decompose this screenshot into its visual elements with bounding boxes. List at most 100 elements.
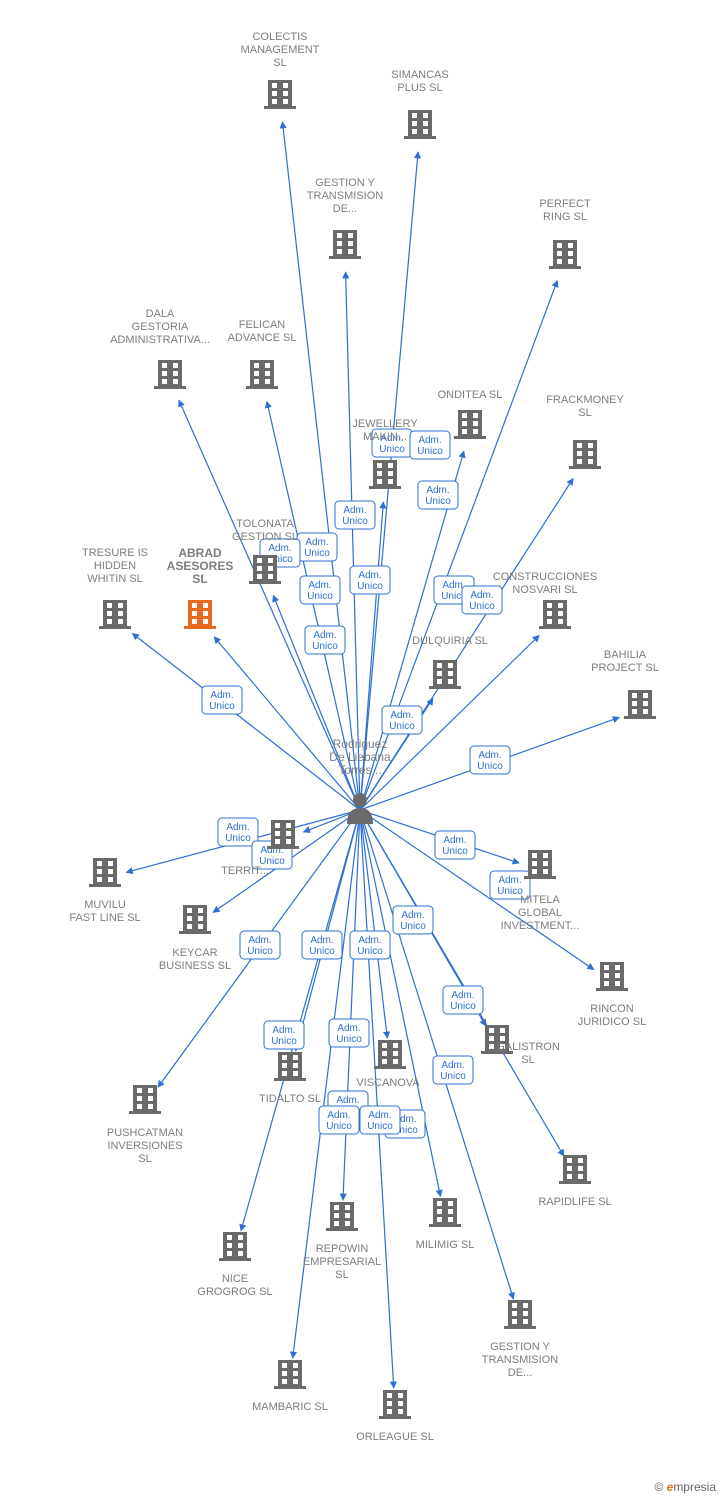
company-construc[interactable] xyxy=(539,600,571,629)
edge-mambaric xyxy=(293,810,360,1358)
company-viscanova[interactable] xyxy=(374,1040,406,1069)
building-icon xyxy=(329,230,361,259)
company-label-gestion1: GESTION YTRANSMISIONDE... xyxy=(307,177,383,215)
company-mitela[interactable] xyxy=(524,850,556,879)
building-icon xyxy=(246,360,278,389)
person-icon xyxy=(347,793,373,824)
company-dulquiria[interactable] xyxy=(429,660,461,689)
building-icon xyxy=(429,660,461,689)
company-bahilia[interactable] xyxy=(624,690,656,719)
company-label-keycar: KEYCARBUSINESS SL xyxy=(159,947,231,972)
company-repowin[interactable] xyxy=(326,1202,358,1231)
building-icon xyxy=(504,1300,536,1329)
edge-label-felican: Adm.Unico xyxy=(307,580,333,602)
edge-label-keycar: Adm.Unico xyxy=(247,935,273,957)
edge-repowin xyxy=(343,810,360,1200)
company-label-tolonata: TOLONATAGESTION SL xyxy=(232,518,298,543)
edge-label-onditea: Adm.Unico xyxy=(425,485,451,507)
company-territ[interactable] xyxy=(267,820,299,849)
company-tidalto[interactable] xyxy=(274,1052,306,1081)
company-milimig[interactable] xyxy=(429,1198,461,1227)
edge-abrad xyxy=(214,637,360,810)
company-label-onditea: ONDITEA SL xyxy=(438,389,503,401)
company-gestion2[interactable] xyxy=(504,1300,536,1329)
company-label-tresure: TRESURE ISHIDDENWHITIN SL xyxy=(82,547,148,585)
building-icon xyxy=(267,820,299,849)
edge-label-jewellery: Adm.Unico xyxy=(357,570,383,592)
company-tresure[interactable] xyxy=(99,600,131,629)
company-label-colectis: COLECTISMANAGEMENTSL xyxy=(241,31,320,69)
company-label-frackmoney: FRACKMONEYSL xyxy=(546,394,624,419)
company-label-milimig: MILIMIG SL xyxy=(416,1239,475,1251)
building-icon xyxy=(596,962,628,991)
company-colectis[interactable] xyxy=(264,80,296,109)
company-rapidlife[interactable] xyxy=(559,1155,591,1184)
edge-label-repowin: Adm.Unico xyxy=(336,1023,362,1045)
edge-label-mitela: Adm.Unico xyxy=(442,835,468,857)
edge-label-galistron: Adm.Unico xyxy=(450,990,476,1012)
company-label-simancas: SIMANCASPLUS SL xyxy=(391,69,448,94)
edge-label-gestion2: Adm.Unico xyxy=(440,1060,466,1082)
building-icon xyxy=(379,1390,411,1419)
building-icon xyxy=(264,80,296,109)
company-label-dala: DALAGESTORIAADMINISTRATIVA... xyxy=(110,308,210,346)
building-icon xyxy=(249,555,281,584)
edge-label-gestion1: Adm.Unico xyxy=(342,505,368,527)
edge-label-muvilu: Adm.Unico xyxy=(225,822,251,844)
company-nice[interactable] xyxy=(219,1232,251,1261)
building-icon xyxy=(184,600,216,629)
company-dala[interactable] xyxy=(154,360,186,389)
building-icon xyxy=(99,600,131,629)
company-label-felican: FELICANADVANCE SL xyxy=(228,319,297,344)
edge-label-viscanova: Adm.Unico xyxy=(357,935,383,957)
company-label-mambaric: MAMBARIC SL xyxy=(252,1401,328,1413)
company-orleague[interactable] xyxy=(379,1390,411,1419)
company-jewellery[interactable] xyxy=(369,460,401,489)
company-gestion1[interactable] xyxy=(329,230,361,259)
company-label-territ: TERRIT... xyxy=(221,865,269,877)
company-label-rapidlife: RAPIDLIFE SL xyxy=(538,1196,611,1208)
building-icon xyxy=(559,1155,591,1184)
company-rincon[interactable] xyxy=(596,962,628,991)
company-label-tidalto: TIDALTO SL xyxy=(259,1093,321,1105)
company-label-bahilia: BAHILIAPROJECT SL xyxy=(591,649,659,674)
building-icon xyxy=(129,1085,161,1114)
edge-gestion1 xyxy=(346,272,360,810)
company-simancas[interactable] xyxy=(404,110,436,139)
edge-label-bahilia: Adm.Unico xyxy=(477,750,503,772)
copyright-symbol: © xyxy=(654,1480,663,1494)
building-icon xyxy=(219,1232,251,1261)
building-icon xyxy=(624,690,656,719)
edge-label-orleague: Adm.Unico xyxy=(367,1110,393,1132)
building-icon xyxy=(454,410,486,439)
edge-label-nice: Adm.Unico xyxy=(309,935,335,957)
building-icon xyxy=(274,1360,306,1389)
company-label-gestion2: GESTION YTRANSMISIONDE... xyxy=(482,1341,558,1379)
company-label-nice: NICEGROGROG SL xyxy=(197,1273,272,1298)
company-label-muvilu: MUVILUFAST LINE SL xyxy=(69,899,140,924)
company-muvilu[interactable] xyxy=(89,858,121,887)
company-abrad[interactable] xyxy=(184,600,216,629)
building-icon xyxy=(374,1040,406,1069)
edge-label-perfect: Adm.Unico xyxy=(417,435,443,457)
building-icon xyxy=(569,440,601,469)
building-icon xyxy=(369,460,401,489)
footer-credit: © empresia xyxy=(654,1480,716,1494)
company-label-dulquiria: DULQUIRIA SL xyxy=(412,635,488,647)
building-icon xyxy=(539,600,571,629)
company-tolonata[interactable] xyxy=(249,555,281,584)
company-pushcatman[interactable] xyxy=(129,1085,161,1114)
company-mambaric[interactable] xyxy=(274,1360,306,1389)
company-keycar[interactable] xyxy=(179,905,211,934)
edge-label-rapidlife: Adm.Unico xyxy=(400,910,426,932)
building-icon xyxy=(524,850,556,879)
brand-rest: mpresia xyxy=(673,1480,716,1494)
company-label-perfect: PERFECTRING SL xyxy=(539,198,591,223)
company-onditea[interactable] xyxy=(454,410,486,439)
company-perfect[interactable] xyxy=(549,240,581,269)
company-felican[interactable] xyxy=(246,360,278,389)
building-icon xyxy=(179,905,211,934)
edge-label-pushcatman: Adm.Unico xyxy=(271,1025,297,1047)
building-icon xyxy=(274,1052,306,1081)
company-frackmoney[interactable] xyxy=(569,440,601,469)
